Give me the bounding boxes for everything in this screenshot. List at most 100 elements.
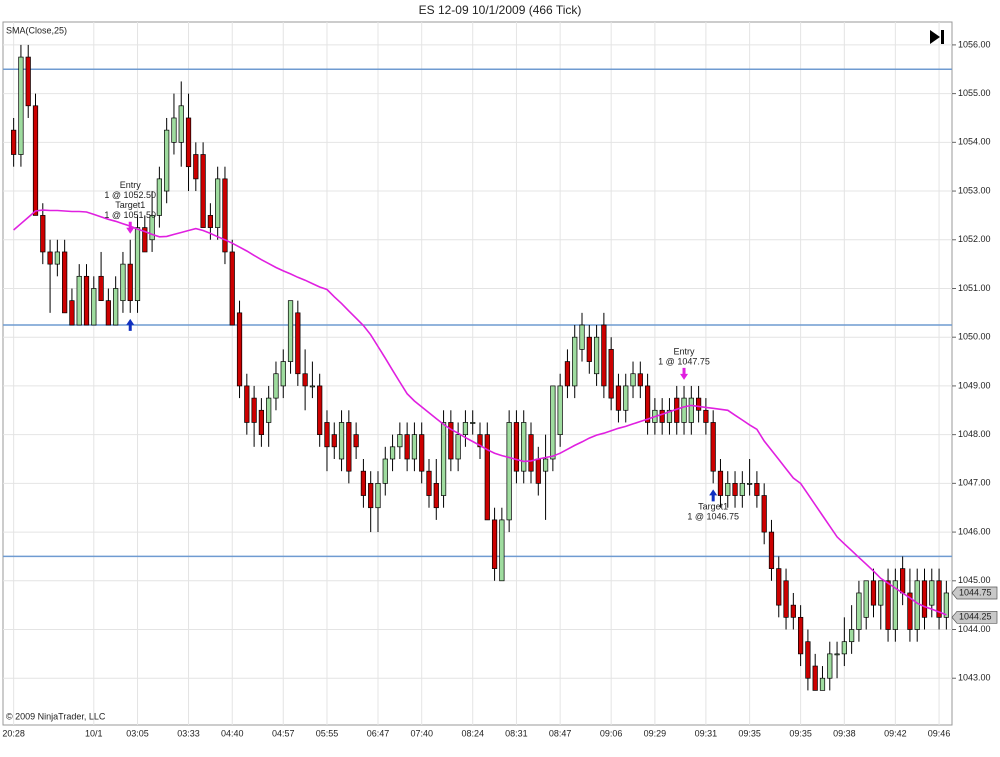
candle-body bbox=[936, 580, 942, 618]
candle-body bbox=[768, 531, 775, 569]
candle-body bbox=[586, 336, 592, 362]
candle-body bbox=[943, 592, 949, 618]
candle-body bbox=[593, 336, 600, 375]
candle-body bbox=[914, 580, 920, 630]
candle-body bbox=[331, 434, 337, 448]
candle-body bbox=[193, 154, 199, 180]
candle-body bbox=[83, 275, 90, 326]
candle-body bbox=[834, 653, 840, 656]
candle-body bbox=[900, 568, 906, 594]
y-tick-label: 1049.00 bbox=[958, 380, 991, 390]
candle-body bbox=[907, 592, 913, 630]
candle-body bbox=[411, 434, 418, 460]
candle-body bbox=[295, 312, 301, 375]
candle-body bbox=[681, 397, 687, 423]
entry-arrow bbox=[126, 221, 135, 234]
x-tick-label: 08:24 bbox=[461, 728, 484, 738]
candle-body bbox=[499, 519, 505, 582]
sma-line bbox=[13, 209, 947, 616]
exit-arrow bbox=[709, 489, 718, 502]
candle-body bbox=[776, 568, 782, 606]
candle-body bbox=[134, 227, 141, 302]
candle-body bbox=[717, 470, 724, 496]
candle-body bbox=[280, 361, 286, 387]
x-tick-label: 03:05 bbox=[126, 728, 149, 738]
price-marker bbox=[951, 610, 998, 624]
x-tick-label: 08:47 bbox=[549, 728, 572, 738]
candle-body bbox=[841, 641, 847, 655]
candle-body bbox=[783, 580, 789, 618]
candle-body bbox=[666, 409, 673, 423]
candle-body bbox=[462, 422, 469, 435]
candle-body bbox=[703, 409, 709, 423]
candle-body bbox=[491, 519, 498, 569]
price-marker-label: 1044.25 bbox=[959, 612, 992, 622]
candle-body bbox=[695, 397, 702, 411]
candle-body bbox=[849, 629, 855, 643]
x-tick-label: 07:40 bbox=[410, 728, 433, 738]
price-marker bbox=[951, 586, 998, 600]
candle-body bbox=[477, 434, 483, 448]
candle-body bbox=[317, 385, 323, 435]
candle-body bbox=[404, 434, 410, 460]
candle-body bbox=[433, 483, 439, 509]
candle-body bbox=[513, 422, 520, 472]
candle-body bbox=[244, 385, 250, 423]
candle-body bbox=[419, 434, 425, 472]
x-tick-label: 10/1 bbox=[85, 728, 103, 738]
annotation: 1 @ 1051.50 bbox=[104, 210, 156, 220]
candle-body bbox=[105, 300, 111, 326]
x-tick-label: 20:28 bbox=[2, 728, 25, 738]
candle-body bbox=[18, 56, 24, 155]
candle-body bbox=[564, 361, 571, 387]
candle-body bbox=[54, 251, 60, 265]
candle-body bbox=[185, 117, 192, 168]
candle-body bbox=[40, 215, 46, 253]
marks bbox=[11, 44, 949, 691]
candle-body bbox=[608, 349, 614, 399]
candle-body bbox=[819, 677, 826, 691]
candle-body bbox=[178, 105, 184, 143]
candle-body bbox=[346, 422, 352, 472]
candle-body bbox=[113, 288, 119, 326]
candle-body bbox=[229, 251, 235, 326]
y-tick-label: 1044.00 bbox=[958, 624, 991, 634]
exit-arrow bbox=[126, 318, 135, 331]
candle-body bbox=[550, 385, 556, 460]
candle-body bbox=[127, 263, 133, 302]
candle-body bbox=[25, 56, 31, 107]
y-tick-label: 1051.00 bbox=[958, 283, 991, 293]
candle-body bbox=[521, 422, 527, 472]
annotation: Target1 bbox=[115, 200, 145, 210]
candle-body bbox=[32, 105, 39, 216]
candle-body bbox=[455, 434, 461, 460]
x-tick-label: 04:57 bbox=[272, 728, 295, 738]
candle-body bbox=[397, 434, 403, 448]
x-tick-label: 08:31 bbox=[505, 728, 528, 738]
candle-body bbox=[353, 434, 359, 448]
candle-body bbox=[856, 592, 862, 630]
candle-body bbox=[805, 641, 811, 679]
candle-body bbox=[557, 385, 563, 435]
candle-body bbox=[798, 616, 804, 655]
candle-body bbox=[360, 470, 367, 496]
candle-body bbox=[732, 483, 738, 496]
candle-body bbox=[266, 397, 272, 423]
candle-body bbox=[725, 483, 731, 496]
y-tick-label: 1043.00 bbox=[958, 673, 991, 683]
candle-body bbox=[630, 373, 636, 387]
play-icon[interactable] bbox=[930, 30, 944, 44]
candle-body bbox=[484, 434, 490, 521]
plot-frame bbox=[2, 21, 953, 726]
candle-body bbox=[222, 178, 228, 253]
candle-body bbox=[382, 458, 388, 484]
y-tick-label: 1054.00 bbox=[958, 137, 991, 147]
candle-body bbox=[389, 446, 396, 460]
y-tick-label: 1046.00 bbox=[958, 526, 991, 536]
candle-body bbox=[892, 580, 898, 630]
y-tick-label: 1053.00 bbox=[958, 185, 991, 195]
candle-body bbox=[142, 227, 148, 253]
candle-body bbox=[921, 580, 928, 618]
grid bbox=[3, 22, 952, 725]
